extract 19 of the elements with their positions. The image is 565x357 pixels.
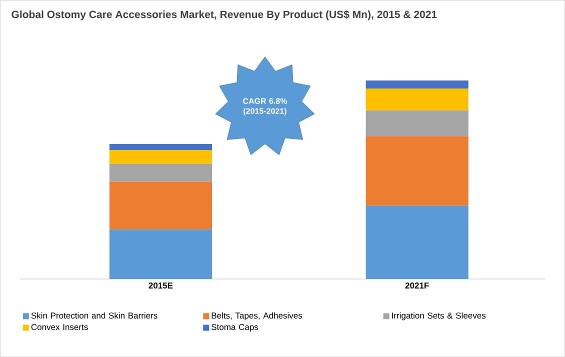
bar: [109, 229, 212, 280]
legend-label: Convex Inserts: [31, 324, 88, 330]
legend-label: Irrigation Sets & Sleeves: [392, 312, 486, 320]
legend-label: Stoma Caps: [212, 324, 258, 332]
bar: [366, 88, 468, 110]
chart-title: Global Ostomy Care Accessories Market, Revenue By Product (US$ Mn), 2015 & 2021: [12, 10, 437, 20]
legend-label: Skin Protection and Skin Barriers: [31, 312, 158, 319]
bar: [366, 136, 468, 206]
bar: [109, 182, 212, 230]
bar: [109, 164, 212, 182]
bar: [109, 150, 212, 164]
bar: [366, 80, 468, 89]
bar: [366, 206, 468, 280]
bar: [109, 144, 212, 150]
annotation: CAGR 6.8% (2015-2021): [243, 98, 288, 116]
x-tick-label: 2015E: [148, 282, 173, 289]
bar: [366, 110, 468, 136]
legend-label: Belts, Tapes, Adhesives: [212, 312, 302, 320]
x-tick-label: 2021F: [405, 282, 429, 289]
